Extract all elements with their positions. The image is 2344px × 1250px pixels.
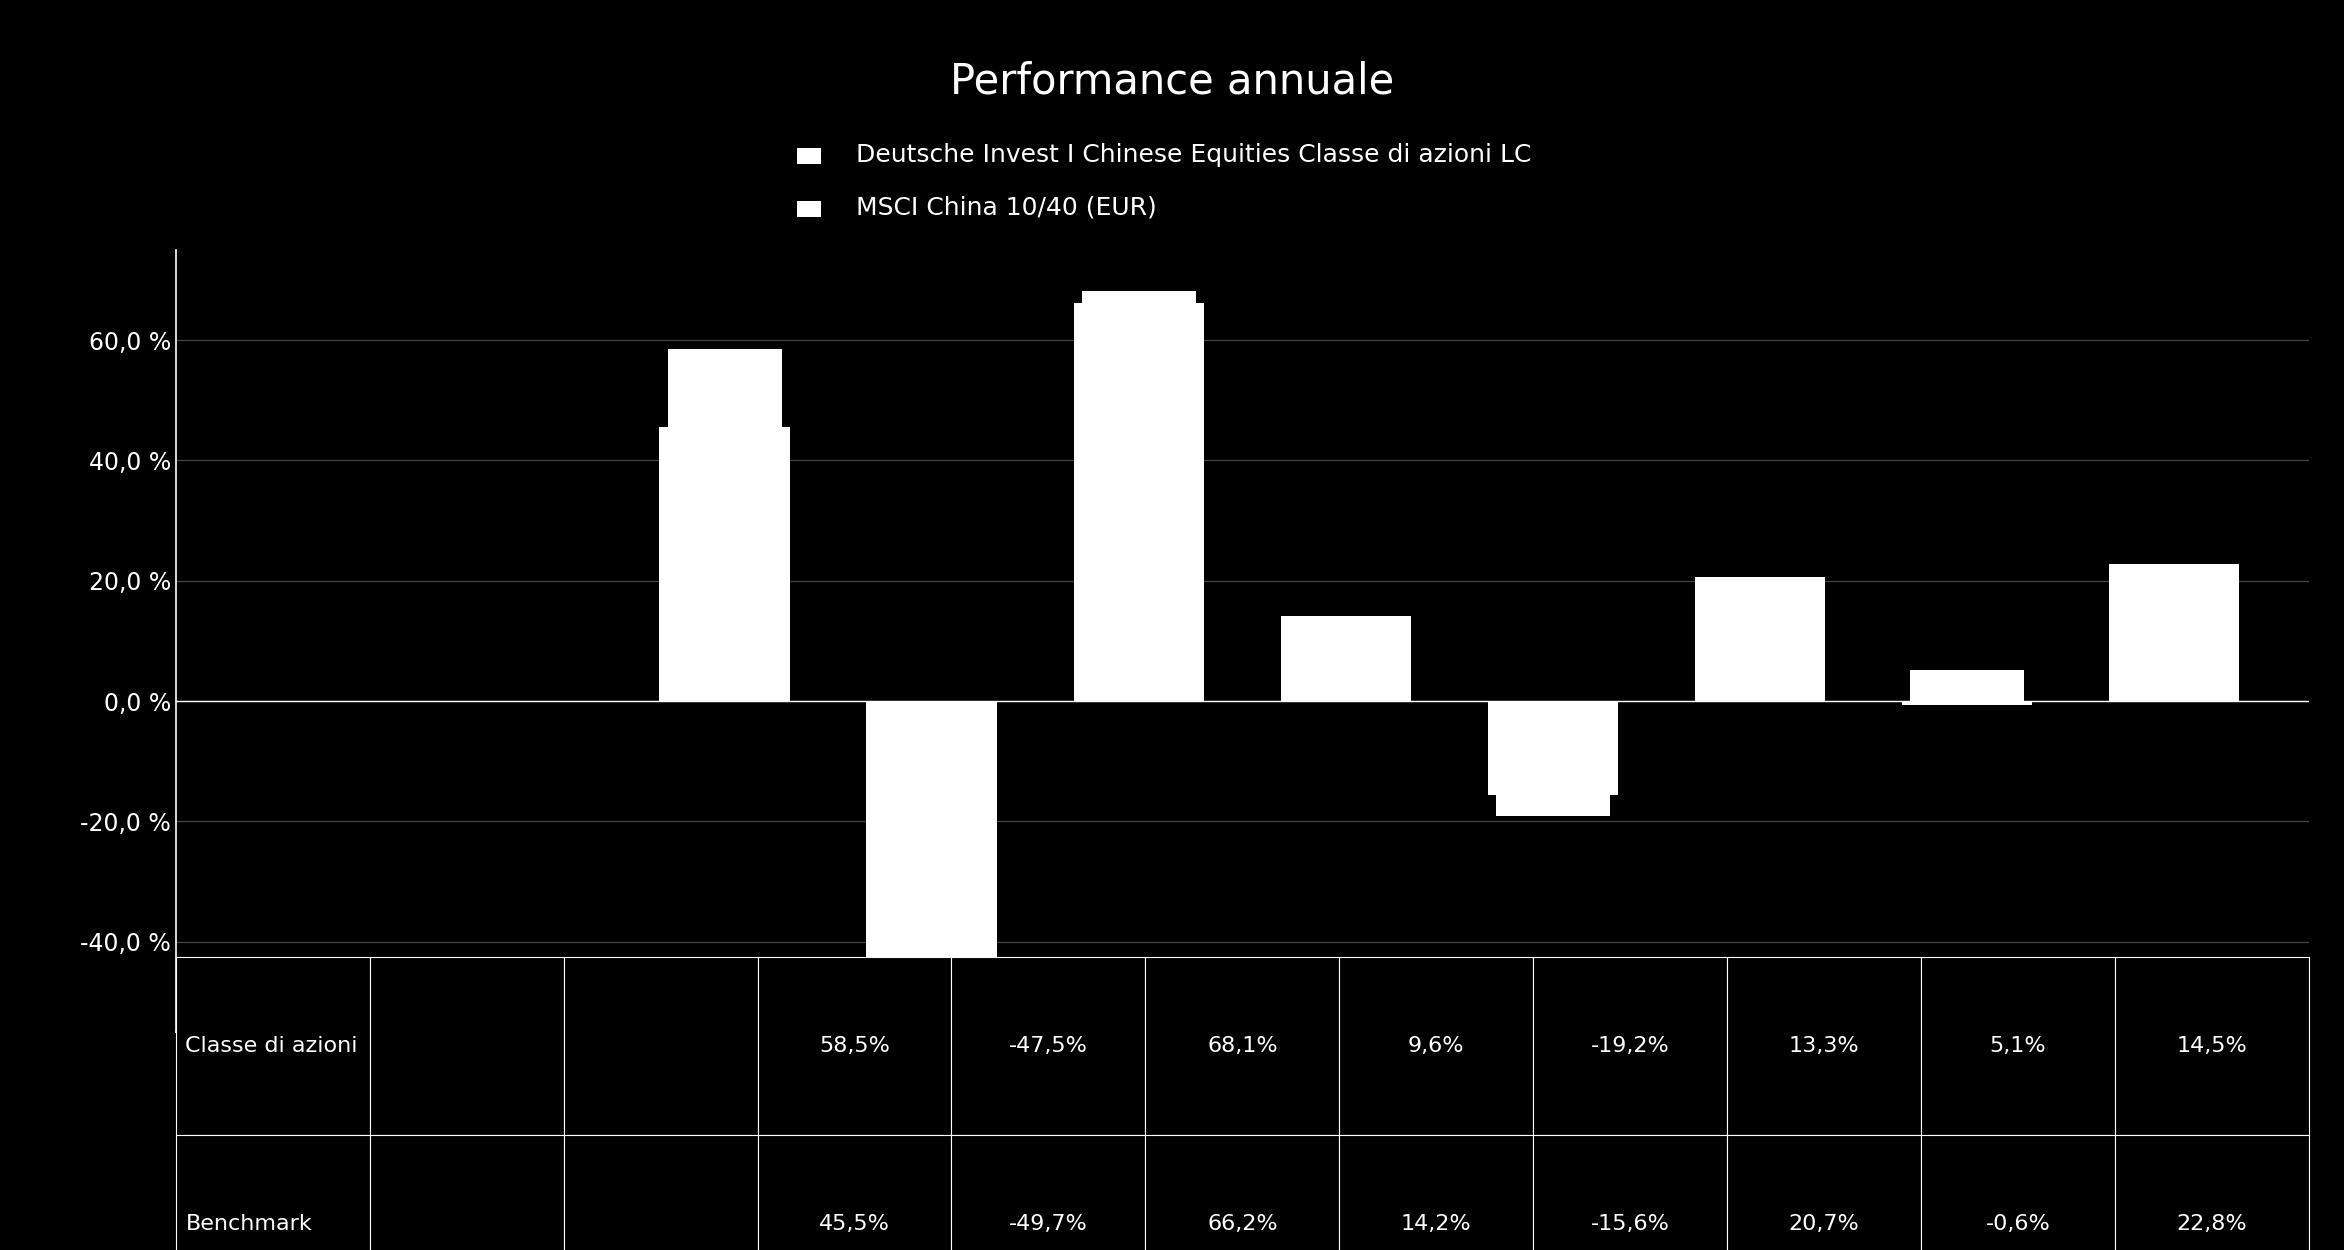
Bar [1488,701,1617,795]
Bar [2117,614,2231,701]
Bar [1289,644,1402,701]
Bar [1901,701,2032,705]
Bar [874,701,989,986]
Bar [1910,670,2025,701]
Text: Deutsche Invest I Chinese Equities Classe di azioni LC: Deutsche Invest I Chinese Equities Class… [856,142,1531,168]
Bar [867,701,996,1000]
Bar [659,428,790,701]
Bar [1280,616,1411,701]
Text: MSCI China 10/40 (EUR): MSCI China 10/40 (EUR) [856,195,1156,220]
Bar [668,349,781,701]
Bar [1074,302,1205,701]
Bar [1083,291,1195,701]
Bar [1695,576,1826,701]
Bar [2110,564,2239,701]
Bar [1704,621,1817,701]
Text: Performance annuale: Performance annuale [949,60,1395,102]
Bar [1495,701,1610,816]
